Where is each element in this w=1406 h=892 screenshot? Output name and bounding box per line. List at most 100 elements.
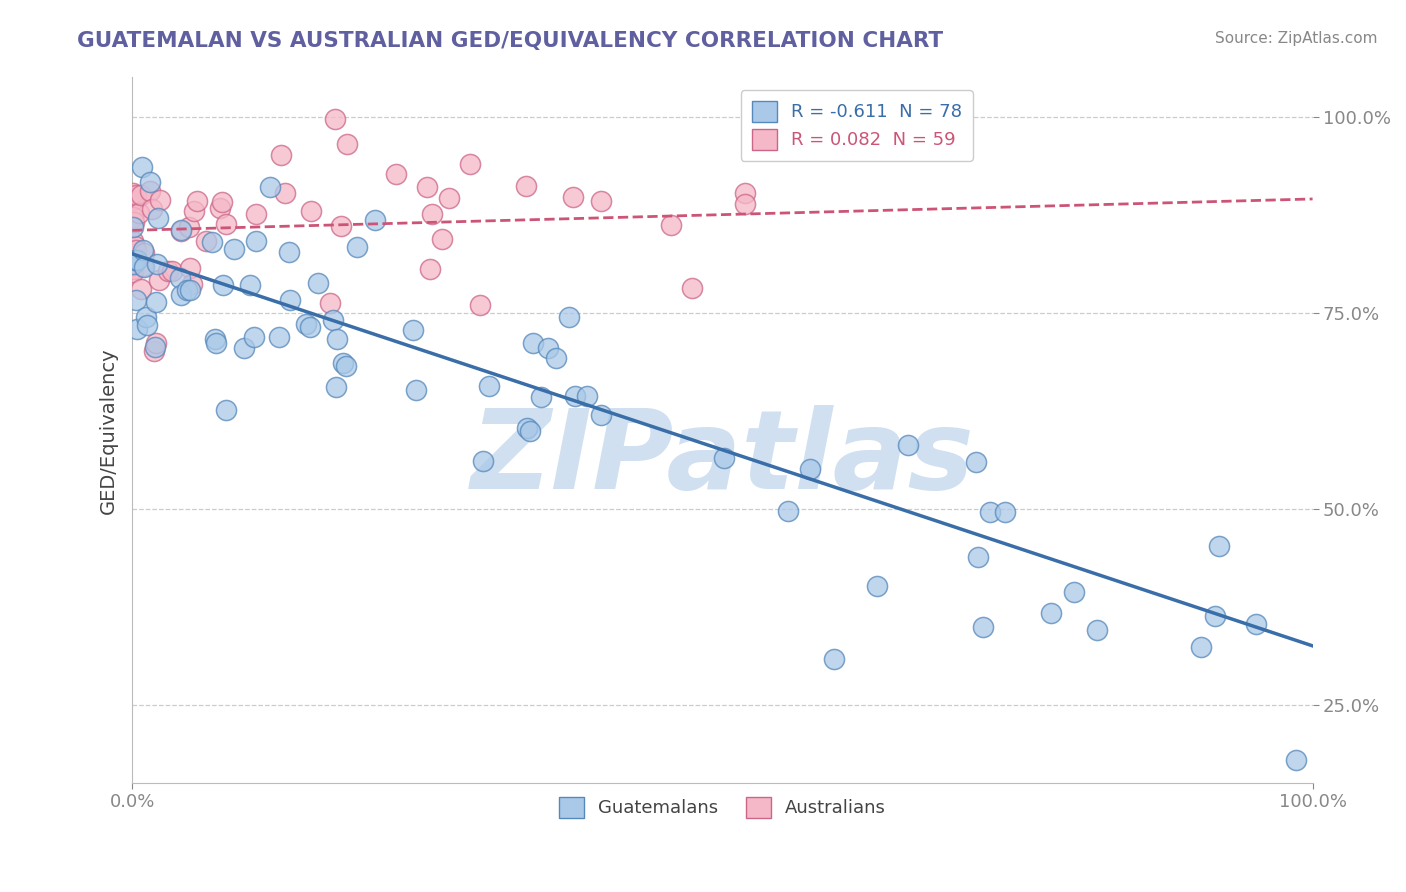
Point	[537, 342, 560, 356]
Point	[122, 253, 145, 268]
Point	[179, 283, 201, 297]
Point	[468, 298, 491, 312]
Point	[157, 264, 180, 278]
Point	[131, 259, 153, 273]
Point	[141, 202, 163, 216]
Point	[186, 194, 208, 209]
Point	[135, 310, 157, 324]
Point	[1208, 539, 1230, 553]
Point	[122, 247, 145, 261]
Point	[132, 243, 155, 257]
Point	[145, 336, 167, 351]
Point	[145, 257, 167, 271]
Point	[329, 219, 352, 233]
Point	[278, 293, 301, 308]
Point	[682, 280, 704, 294]
Point	[124, 293, 146, 308]
Point	[205, 335, 228, 350]
Point	[214, 217, 236, 231]
Point	[124, 239, 146, 253]
Point	[148, 272, 170, 286]
Point	[145, 340, 167, 354]
Point	[1246, 617, 1268, 632]
Point	[322, 313, 344, 327]
Point	[299, 204, 322, 219]
Point	[169, 270, 191, 285]
Point	[965, 455, 987, 469]
Point	[122, 261, 145, 276]
Point	[866, 579, 889, 593]
Point	[122, 211, 145, 225]
Point	[336, 136, 359, 151]
Point	[146, 211, 169, 225]
Text: GUATEMALAN VS AUSTRALIAN GED/EQUIVALENCY CORRELATION CHART: GUATEMALAN VS AUSTRALIAN GED/EQUIVALENCY…	[77, 31, 943, 51]
Point	[298, 320, 321, 334]
Point	[125, 252, 148, 267]
Point	[972, 620, 994, 634]
Point	[778, 503, 800, 517]
Point	[212, 277, 235, 292]
Point	[183, 204, 205, 219]
Point	[128, 205, 150, 219]
Point	[478, 379, 501, 393]
Point	[294, 317, 316, 331]
Point	[122, 219, 145, 234]
Point	[269, 330, 291, 344]
Point	[132, 260, 155, 274]
Point	[125, 321, 148, 335]
Point	[136, 318, 159, 332]
Point	[125, 188, 148, 202]
Point	[149, 193, 172, 207]
Point	[170, 224, 193, 238]
Point	[179, 261, 201, 276]
Point	[823, 652, 845, 666]
Point	[131, 161, 153, 175]
Point	[458, 157, 481, 171]
Point	[364, 212, 387, 227]
Point	[215, 403, 238, 417]
Point	[384, 167, 406, 181]
Point	[122, 215, 145, 229]
Point	[233, 341, 256, 355]
Point	[195, 234, 218, 248]
Point	[122, 264, 145, 278]
Point	[326, 332, 349, 346]
Point	[170, 223, 193, 237]
Point	[1040, 607, 1063, 621]
Point	[897, 438, 920, 452]
Point	[145, 294, 167, 309]
Point	[659, 218, 682, 232]
Point	[122, 234, 145, 248]
Point	[420, 207, 443, 221]
Point	[209, 202, 232, 216]
Point	[122, 194, 145, 208]
Point	[967, 550, 990, 565]
Point	[129, 188, 152, 202]
Point	[323, 112, 346, 127]
Point	[325, 380, 347, 394]
Point	[1189, 640, 1212, 654]
Point	[139, 175, 162, 189]
Point	[430, 232, 453, 246]
Point	[529, 390, 551, 404]
Point	[319, 296, 342, 310]
Point	[278, 245, 301, 260]
Point	[416, 179, 439, 194]
Y-axis label: GED/Equivalency: GED/Equivalency	[100, 347, 118, 514]
Point	[1085, 623, 1108, 637]
Point	[591, 194, 613, 208]
Point	[519, 424, 541, 438]
Point	[122, 257, 145, 271]
Point	[176, 283, 198, 297]
Point	[419, 261, 441, 276]
Point	[134, 246, 156, 260]
Point	[979, 504, 1001, 518]
Point	[558, 310, 581, 325]
Point	[245, 206, 267, 220]
Point	[122, 258, 145, 272]
Point	[564, 389, 586, 403]
Point	[332, 356, 354, 370]
Point	[160, 264, 183, 278]
Point	[181, 277, 204, 292]
Point	[273, 186, 295, 200]
